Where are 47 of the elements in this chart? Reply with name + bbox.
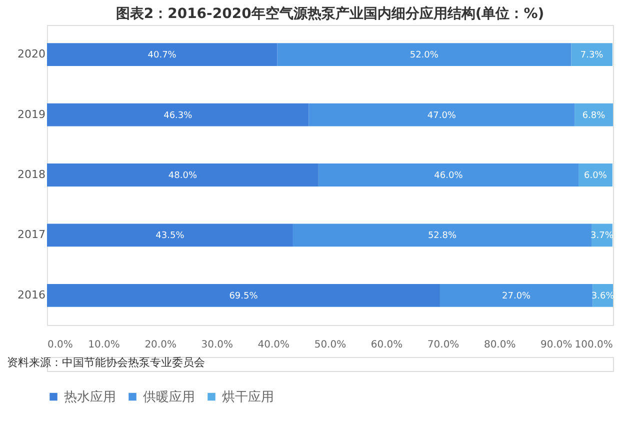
data-label: 52.8% (428, 231, 457, 242)
x-tick-label: 20.0% (144, 340, 176, 350)
bar (308, 103, 575, 126)
bar (47, 103, 309, 126)
bar (318, 164, 579, 186)
bar (571, 43, 612, 66)
legend-label: 供暖应用 (143, 388, 195, 405)
data-label: 27.0% (502, 291, 532, 302)
data-label: 46.3% (164, 110, 193, 121)
bar (292, 224, 592, 247)
data-label: 6.0% (584, 171, 608, 181)
data-label: 47.0% (427, 110, 456, 121)
data-label: 3.7% (590, 231, 614, 242)
y-tick-label: 2019 (18, 108, 46, 121)
chart-title: 图表2：2016-2020年空气源热泵产业国内细分应用结构(单位：%) (116, 5, 544, 22)
x-tick-label: 60.0% (370, 340, 403, 350)
bar (277, 43, 572, 66)
data-label: 52.0% (410, 50, 439, 61)
data-label: 69.5% (229, 291, 258, 302)
data-label: 40.7% (148, 50, 177, 61)
x-tick-label: 80.0% (484, 340, 516, 350)
bar (578, 164, 612, 186)
y-tick-label: 2016 (18, 288, 46, 302)
bar (47, 284, 440, 307)
data-label: 46.0% (434, 171, 464, 181)
text: 资料来源：中国节能协会热泵专业委员会 (7, 356, 205, 369)
data-label: 7.3% (580, 50, 604, 61)
x-tick-label: 90.0% (540, 340, 572, 350)
bar (47, 43, 278, 66)
bar (440, 284, 593, 307)
x-tick-label: 30.0% (201, 340, 234, 350)
legend-label: 烘干应用 (222, 388, 274, 405)
data-label: 6.8% (582, 110, 606, 121)
legend-label: 热水应用 (64, 388, 116, 405)
y-tick-label: 2018 (18, 168, 46, 181)
y-tick-label: 2017 (18, 228, 46, 242)
bar (47, 224, 293, 247)
x-tick-label: 100.0% (574, 340, 613, 350)
data-label: 43.5% (156, 231, 185, 242)
data-label: 48.0% (168, 171, 198, 181)
y-tick-label: 2020 (18, 48, 46, 61)
bar (47, 164, 318, 186)
x-tick-label: 40.0% (258, 340, 290, 350)
x-tick-label: 50.0% (314, 340, 346, 350)
x-tick-label: 10.0% (88, 340, 120, 350)
x-tick-label: 70.0% (427, 340, 460, 350)
x-tick-label: 0.0% (48, 340, 73, 350)
